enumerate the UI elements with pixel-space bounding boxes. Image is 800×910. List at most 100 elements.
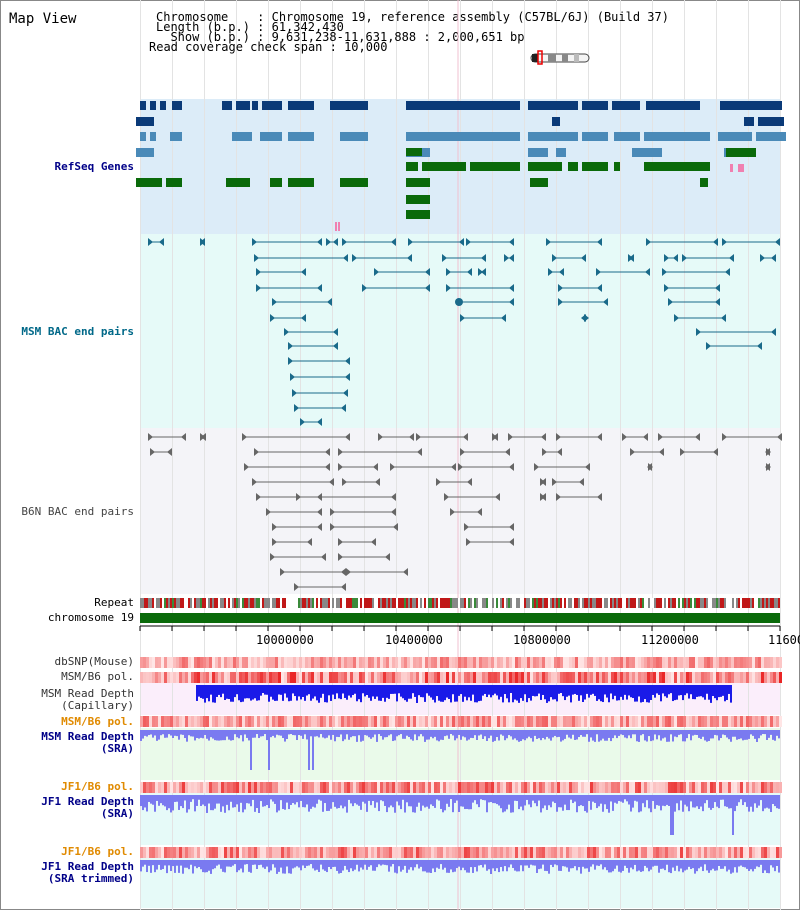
jf1-depth-sra-bar xyxy=(150,795,152,804)
msm-b6-pol-strip xyxy=(386,716,389,727)
msm-depth-cap-bar xyxy=(276,685,278,701)
dbsnp-strip xyxy=(161,657,164,668)
msm-b6-pol-strip xyxy=(671,716,674,727)
dbsnp-strip xyxy=(332,657,335,668)
msm-depth-sra-bar xyxy=(716,730,718,736)
jf1-depth-trim-bar xyxy=(272,860,274,865)
msm-b6-pol-strip xyxy=(308,716,311,727)
msm-depth-sra-bar xyxy=(252,730,254,738)
msm-b6-pol-strip xyxy=(491,672,494,683)
msm-b6-pol-strip xyxy=(263,716,266,727)
jf1-depth-trim-bar xyxy=(384,860,386,865)
jf1-b6-pol-strip xyxy=(563,782,566,793)
jf1-depth-sra-bar xyxy=(220,795,222,812)
jf1-b6-pol-strip xyxy=(167,782,170,793)
msm-depth-sra-bar xyxy=(458,730,460,735)
jf1-depth-sra-bar xyxy=(284,795,286,810)
msm-depth-sra-bar xyxy=(542,730,544,738)
jf1-depth-trim-bar xyxy=(146,860,148,873)
msm-depth-cap-bar xyxy=(418,685,420,696)
jf1-depth-sra-bar xyxy=(146,795,148,812)
repeat-mark xyxy=(300,598,302,608)
jf1-depth-sra-bar xyxy=(174,795,176,802)
msm-bac-label[interactable]: MSM BAC end pairs xyxy=(21,325,134,338)
msm-b6-pol-strip xyxy=(617,672,620,683)
msm-depth-sra-bar xyxy=(412,730,414,741)
jf1-b6-pol-strip xyxy=(524,782,527,793)
jf1-depth-sra-bar xyxy=(538,795,540,801)
jf1-depth-trim-bar xyxy=(150,860,152,873)
b6n-bac-pair-end xyxy=(508,433,513,441)
msm-depth-cap-bar xyxy=(608,685,610,703)
jf1-b6-pol-strip xyxy=(764,847,767,858)
msm-depth-sra-bar xyxy=(584,730,586,737)
msm-b6-pol-strip xyxy=(467,672,470,683)
repeat-mark xyxy=(496,598,498,608)
jf1-depth-sra-bar xyxy=(550,795,552,808)
jf1-depth-trim-bar xyxy=(462,860,464,868)
dbsnp-strip xyxy=(746,657,749,668)
jf1-depth-sra-bar xyxy=(642,795,644,804)
b6n-bac-label[interactable]: B6N BAC end pairs xyxy=(21,505,134,518)
msm-depth-sra-bar xyxy=(650,730,652,742)
jf1-depth-sra-bar xyxy=(502,795,504,813)
jf1-depth-sra-bar xyxy=(406,795,408,803)
msm-b6-pol-strip xyxy=(728,716,731,727)
dbsnp-strip xyxy=(671,657,674,668)
msm-depth-sra-bar xyxy=(652,730,654,741)
msm-bac-pair-end xyxy=(581,314,586,322)
jf1-b6-pol-strip xyxy=(410,782,413,793)
repeat-mark xyxy=(638,598,640,608)
msm-depth-cap-bar xyxy=(290,685,292,701)
jf1-b6-pol-strip xyxy=(659,847,662,858)
repeat-mark xyxy=(564,598,566,608)
repeat-mark xyxy=(278,598,280,608)
jf1-b6-pol-strip xyxy=(461,847,464,858)
msm-depth-sra-bar xyxy=(488,730,490,739)
jf1-depth-sra-bar xyxy=(188,795,190,810)
dbsnp-strip xyxy=(416,657,419,668)
jf1-b6-pol-strip xyxy=(731,782,734,793)
msm-b6-pol-strip xyxy=(215,716,218,727)
msm-b6-pol-strip xyxy=(551,716,554,727)
repeat-mark xyxy=(244,598,246,608)
refseq-gene xyxy=(406,148,422,156)
jf1-b6-pol-strip xyxy=(521,847,524,858)
b6n-bac-pair-end xyxy=(341,583,346,591)
jf1-depth-trim-bar xyxy=(316,860,318,870)
msm-b6-pol-strip xyxy=(620,672,623,683)
dbsnp-strip xyxy=(539,657,542,668)
repeat-mark xyxy=(708,598,710,608)
b6n-bac-pair-end xyxy=(643,433,648,441)
jf1-depth-trim-bar xyxy=(276,860,278,874)
jf1-depth-trim-bar xyxy=(598,860,600,866)
msm-depth-sra-bar xyxy=(210,730,212,738)
msm-b6-pol-strip xyxy=(701,672,704,683)
msm-depth-cap-bar xyxy=(212,685,214,703)
msm-bac-pair-end xyxy=(757,342,762,350)
jf1-depth-sra-bar xyxy=(350,795,352,804)
msm-b6-pol-strip xyxy=(341,672,344,683)
jf1-depth-trim-bar xyxy=(202,860,204,873)
refseq-gene xyxy=(756,132,786,141)
msm-b6-pol-label-2: MSM/B6 pol. xyxy=(61,715,134,728)
jf1-b6-pol-strip xyxy=(353,782,356,793)
msm-depth-sra-bar xyxy=(598,730,600,742)
refseq-label[interactable]: RefSeq Genes xyxy=(54,160,134,173)
jf1-depth-sra-bar xyxy=(744,795,746,803)
repeat-mark xyxy=(434,598,436,608)
msm-depth-cap-bar xyxy=(522,685,524,701)
msm-depth-cap-bar xyxy=(460,685,462,695)
jf1-b6-pol-strip xyxy=(488,782,491,793)
msm-depth-sra-bar xyxy=(486,730,488,741)
msm-depth-sra-bar xyxy=(326,730,328,738)
msm-b6-pol-strip xyxy=(446,716,449,727)
dbsnp-strip xyxy=(551,657,554,668)
repeat-mark xyxy=(288,598,290,608)
msm-bac-pair-end xyxy=(300,418,305,426)
dbsnp-strip xyxy=(413,657,416,668)
msm-depth-sra-bar xyxy=(744,730,746,740)
jf1-depth-sra-bar xyxy=(588,795,590,802)
jf1-depth-trim-bar xyxy=(676,860,678,866)
